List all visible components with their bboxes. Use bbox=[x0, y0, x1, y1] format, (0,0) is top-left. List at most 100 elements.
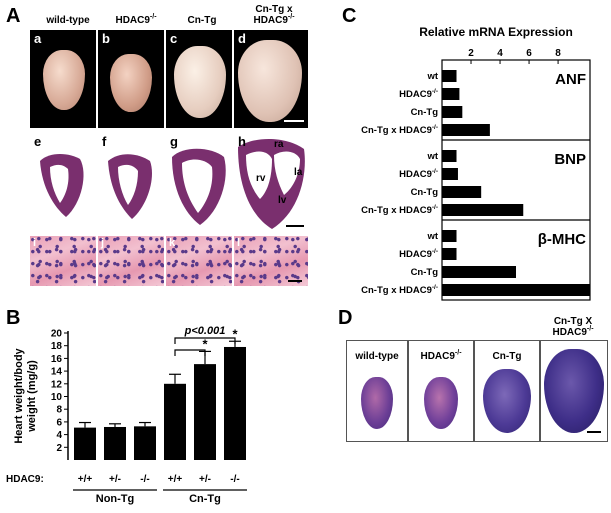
row-label: HDAC9-/- bbox=[399, 168, 438, 180]
scale-bar bbox=[284, 120, 304, 122]
heart-image bbox=[483, 369, 531, 433]
subpanel-letter: c bbox=[170, 31, 178, 46]
stained-heart-cn-tg-x-hdac9 bbox=[540, 340, 608, 442]
subpanel-letter: g bbox=[170, 134, 178, 149]
genotype-label: +/- bbox=[109, 474, 121, 485]
panel-a-letter: A bbox=[6, 5, 21, 27]
tissue-cn-tg: k bbox=[166, 236, 232, 286]
y-axis-label: Heart weight/body bbox=[13, 347, 25, 443]
stained-heart-wild-type: wild-type bbox=[346, 340, 408, 442]
y-tick-label: 10 bbox=[51, 392, 63, 403]
section-image bbox=[172, 148, 226, 225]
group-label-non-tg: Non-Tg bbox=[96, 493, 134, 505]
bar-0 bbox=[74, 427, 96, 460]
heart-photo-cn-tg-x-hdac9: d bbox=[234, 30, 308, 128]
genotype-label: -/- bbox=[140, 474, 149, 485]
heart-image bbox=[110, 54, 152, 112]
bar-5 bbox=[224, 346, 246, 460]
section-image bbox=[40, 154, 84, 217]
expression-bar bbox=[442, 284, 590, 296]
bar-2 bbox=[134, 426, 156, 460]
subpanel-letter: h bbox=[238, 134, 246, 149]
y-tick-label: 14 bbox=[51, 367, 63, 378]
heart-weight-chart: Heart weight/body weight (mg/g) 2 4 68 10 1214… bbox=[6, 325, 247, 505]
x-tick-label: 4 bbox=[497, 48, 503, 59]
significance-bracket bbox=[174, 349, 206, 356]
y-tick-label: 6 bbox=[56, 417, 62, 428]
tissue-cn-tg-x-hdac9: l bbox=[234, 236, 308, 286]
heart-photo-hdac9: b bbox=[98, 30, 164, 128]
group-label-cn-tg: Cn-Tg bbox=[189, 493, 221, 505]
heart-image bbox=[544, 349, 604, 433]
y-axis-label: weight (mg/g) bbox=[26, 360, 38, 433]
scale-bar bbox=[286, 225, 304, 227]
chamber-label-ra: ra bbox=[274, 139, 284, 150]
expression-bar bbox=[442, 106, 463, 118]
x-tick-label: 6 bbox=[526, 48, 532, 59]
heart-photo-wild-type: a bbox=[30, 30, 96, 128]
genotype-label: +/+ bbox=[78, 474, 93, 485]
genotype-label: +/- bbox=[199, 474, 211, 485]
subpanel-letter: f bbox=[102, 134, 107, 149]
subpanel-letter: e bbox=[34, 134, 42, 149]
row-label: wt bbox=[426, 231, 438, 242]
heart-image bbox=[238, 40, 302, 122]
expression-bar bbox=[442, 88, 460, 100]
bar-1 bbox=[104, 426, 126, 460]
y-tick-label: 16 bbox=[51, 354, 63, 365]
bar-4 bbox=[194, 364, 216, 460]
subpanel-letter: a bbox=[34, 31, 42, 46]
significance-asterisk: * bbox=[232, 326, 238, 341]
expression-bar bbox=[442, 248, 457, 260]
scale-bar bbox=[587, 431, 601, 433]
section-image bbox=[238, 138, 305, 229]
col-label-cn-tg: Cn-Tg bbox=[187, 15, 217, 26]
section-cn-tg: g bbox=[166, 133, 232, 231]
row-label: Cn-Tg bbox=[411, 267, 439, 278]
row-label: wt bbox=[426, 151, 438, 162]
row-label: Cn-Tg x HDAC9-/- bbox=[361, 204, 438, 216]
chamber-label-la: la bbox=[294, 167, 303, 178]
stained-heart-cn-tg: Cn-Tg bbox=[474, 340, 540, 442]
col-label-wild-type: wild-type bbox=[46, 15, 90, 26]
tissue-wild-type: i bbox=[30, 236, 96, 286]
row-label: Cn-Tg x HDAC9-/- bbox=[361, 284, 438, 296]
y-tick-label: 4 bbox=[56, 430, 62, 441]
section-wild-type: e bbox=[30, 133, 96, 231]
expression-bar bbox=[442, 266, 516, 278]
scale-bar bbox=[288, 280, 302, 282]
x-tick-label: 8 bbox=[555, 48, 561, 59]
section-image bbox=[108, 154, 152, 219]
x-tick-label: 2 bbox=[468, 48, 474, 59]
row-label: HDAC9-/- bbox=[399, 88, 438, 100]
y-tick-label: 12 bbox=[51, 379, 63, 390]
chamber-label-rv: rv bbox=[256, 173, 266, 184]
genotype-label: +/+ bbox=[168, 474, 183, 485]
section-cn-tg-x-hdac9: h ra la rv lv bbox=[234, 133, 308, 231]
subpanel-letter: d bbox=[238, 31, 246, 46]
y-tick-label: 8 bbox=[56, 405, 62, 416]
gene-label: ANF bbox=[555, 71, 586, 88]
expression-bar bbox=[442, 150, 457, 162]
heart-image bbox=[174, 46, 226, 118]
col-label-hdac9: HDAC9-/- bbox=[115, 13, 157, 26]
row-label: Cn-Tg x HDAC9-/- bbox=[361, 124, 438, 136]
heart-photo-cn-tg: c bbox=[166, 30, 232, 128]
p-value-label: p<0.001 bbox=[184, 325, 226, 337]
panel-b-letter: B bbox=[6, 307, 21, 329]
hdac9-row-label: HDAC9: bbox=[6, 474, 44, 485]
expression-bar bbox=[442, 230, 457, 242]
y-tick-label: 20 bbox=[51, 329, 63, 340]
expression-bar bbox=[442, 124, 490, 136]
row-label: HDAC9-/- bbox=[399, 248, 438, 260]
y-tick-label: 18 bbox=[51, 341, 63, 352]
gene-label: β-MHC bbox=[538, 231, 586, 248]
heart-image bbox=[43, 50, 85, 110]
subpanel-letter: b bbox=[102, 31, 110, 46]
y-tick-label: 2 bbox=[56, 443, 62, 454]
genotype-label: -/- bbox=[230, 474, 239, 485]
panel-d-letter: D bbox=[338, 307, 353, 329]
mrna-expression-chart: Relative mRNA Expression 2 4 6 8 ANF wt HDAC9-/… bbox=[361, 25, 591, 301]
expression-bar bbox=[442, 70, 457, 82]
col-label-cn-tg-x-hdac9: Cn-Tg x HDAC9-/- bbox=[253, 4, 295, 26]
